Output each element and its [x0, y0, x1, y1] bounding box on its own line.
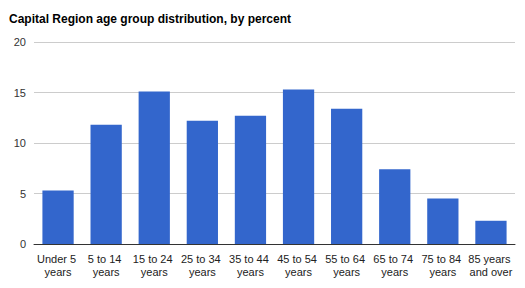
svg-text:years: years	[237, 266, 264, 278]
svg-text:years: years	[333, 266, 360, 278]
svg-text:75 to 84: 75 to 84	[421, 253, 464, 265]
svg-text:65 to 74: 65 to 74	[373, 253, 416, 265]
svg-text:20: 20	[14, 36, 26, 48]
svg-text:years: years	[45, 266, 72, 278]
svg-text:and over: and over	[470, 266, 513, 278]
svg-text:25 to 34: 25 to 34	[181, 253, 224, 265]
svg-text:45 to 54: 45 to 54	[277, 253, 320, 265]
svg-text:10: 10	[14, 137, 26, 149]
svg-text:years: years	[93, 266, 120, 278]
svg-text:5: 5	[20, 188, 26, 200]
svg-text:years: years	[285, 266, 312, 278]
svg-text:35 to 44: 35 to 44	[229, 253, 272, 265]
svg-text:Capital Region age group distr: Capital Region age group distribution, b…	[9, 12, 291, 26]
svg-text:15 to 24: 15 to 24	[133, 253, 176, 265]
svg-text:55 to 64: 55 to 64	[325, 253, 368, 265]
svg-text:0: 0	[20, 238, 26, 250]
svg-text:5 to 14: 5 to 14	[88, 253, 125, 265]
svg-text:15: 15	[14, 87, 26, 99]
svg-text:Under 5: Under 5	[37, 253, 79, 265]
svg-text:years: years	[141, 266, 168, 278]
svg-text:85 years: 85 years	[468, 253, 513, 265]
svg-text:years: years	[381, 266, 408, 278]
svg-text:years: years	[429, 266, 456, 278]
svg-text:years: years	[189, 266, 216, 278]
